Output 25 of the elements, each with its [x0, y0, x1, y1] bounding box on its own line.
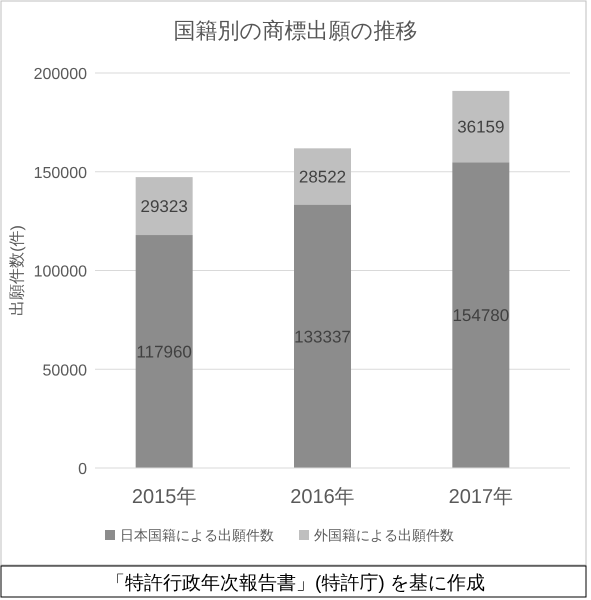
- data-label: 36159: [457, 118, 504, 137]
- y-tick-label: 0: [78, 461, 88, 478]
- x-tick-label: 2017年: [448, 486, 514, 508]
- data-label: 28522: [298, 167, 346, 186]
- y-tick-label: 100000: [34, 264, 88, 280]
- bar: [452, 90, 510, 162]
- y-tick-label: 50000: [42, 362, 88, 380]
- data-label: 117960: [136, 342, 192, 362]
- text: 「特許行政年次報告書」(特許庁) を基に作成: [106, 572, 485, 594]
- legend-label: 日本国籍による出願件数: [120, 527, 274, 543]
- x-tick-label: 2015年: [132, 486, 196, 508]
- chart-title: 国籍別の商標出願の推移: [174, 18, 418, 43]
- data-label: 154780: [452, 306, 510, 326]
- bar: [452, 162, 510, 468]
- y-axis-title: 出願件数(件): [8, 225, 26, 316]
- legend-label: 外国籍による出願件数: [314, 527, 454, 543]
- data-label: 133337: [294, 327, 351, 346]
- x-tick-label: 2016年: [290, 486, 355, 508]
- bar: [136, 235, 193, 468]
- bar: [294, 148, 351, 205]
- bar: [136, 177, 193, 236]
- data-label: 29323: [140, 197, 188, 216]
- bar: [294, 204, 351, 468]
- y-tick-label: 150000: [34, 164, 88, 182]
- y-tick-label: 200000: [34, 66, 88, 83]
